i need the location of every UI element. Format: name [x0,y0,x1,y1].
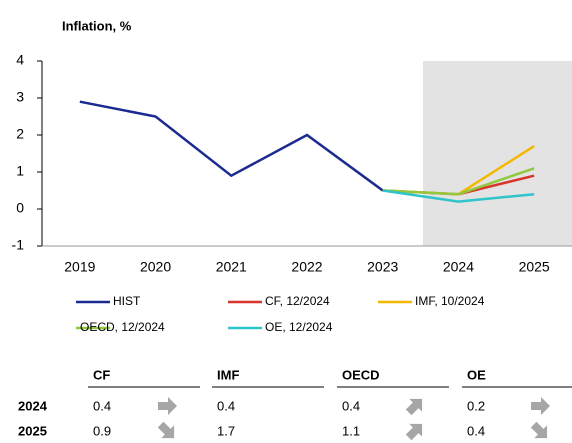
cell: 0.4 [217,398,235,413]
x-tick-label: 2019 [64,259,95,275]
y-tick-label: 4 [16,52,24,68]
y-tick-label: 3 [16,89,24,105]
y-tick-label: 1 [16,163,24,179]
column-header: OE [467,367,486,382]
series-line [382,189,535,203]
cell: 0.4 [342,398,360,413]
legend-label: OECD, 12/2024 [80,320,165,334]
column-header: IMF [217,367,239,382]
cell: 1.7 [217,423,235,438]
legend-label: IMF, 10/2024 [415,294,485,308]
cell: 0.9 [93,423,111,438]
y-tick-label: -1 [12,237,25,253]
legend-label: OE, 12/2024 [265,320,333,334]
x-tick-label: 2022 [291,259,322,275]
legend-label: HIST [113,294,141,308]
series-line [382,167,535,196]
cell: 1.1 [342,423,360,438]
y-tick-label: 2 [16,126,24,142]
x-tick-label: 2025 [519,259,550,275]
legend-label: CF, 12/2024 [265,294,330,308]
x-tick-label: 2021 [216,259,247,275]
cell: 0.4 [93,398,111,413]
forecast-shade [423,61,572,246]
chart-title: Inflation, % [62,18,132,33]
row-label: 2024 [18,398,48,413]
x-tick-label: 2020 [140,259,171,275]
row-label: 2025 [18,423,47,438]
x-tick-label: 2023 [367,259,398,275]
column-header: CF [93,367,110,382]
cell: 0.4 [467,423,485,438]
y-tick-label: 0 [16,200,24,216]
cell: 0.2 [467,398,485,413]
series-line [79,100,384,192]
x-tick-label: 2024 [443,259,474,275]
column-header: OECD [342,367,380,382]
